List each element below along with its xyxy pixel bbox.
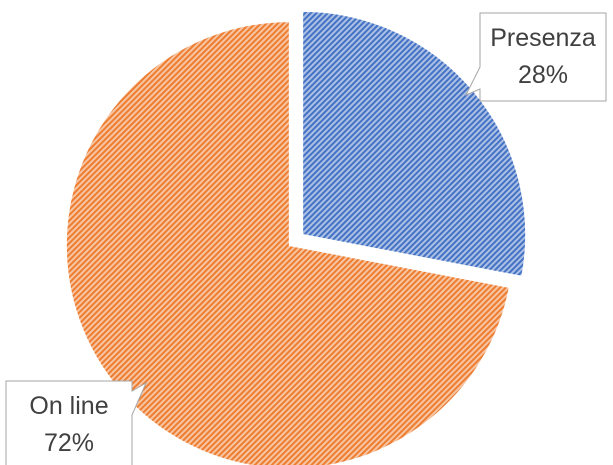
data-label-box xyxy=(464,12,607,102)
data-label-category: On line xyxy=(29,392,108,420)
slices-layer xyxy=(64,9,528,465)
data-label-percent: 28% xyxy=(518,61,568,89)
data-label-box xyxy=(5,380,148,465)
data-label-category: Presenza xyxy=(490,24,596,52)
labels-layer: Presenza 28% On line 72% xyxy=(5,12,607,465)
pie-slice-presenza xyxy=(301,9,528,279)
data-label-presenza: Presenza 28% xyxy=(464,12,607,102)
data-label-percent: 72% xyxy=(44,429,94,457)
data-label-on-line: On line 72% xyxy=(5,380,148,465)
